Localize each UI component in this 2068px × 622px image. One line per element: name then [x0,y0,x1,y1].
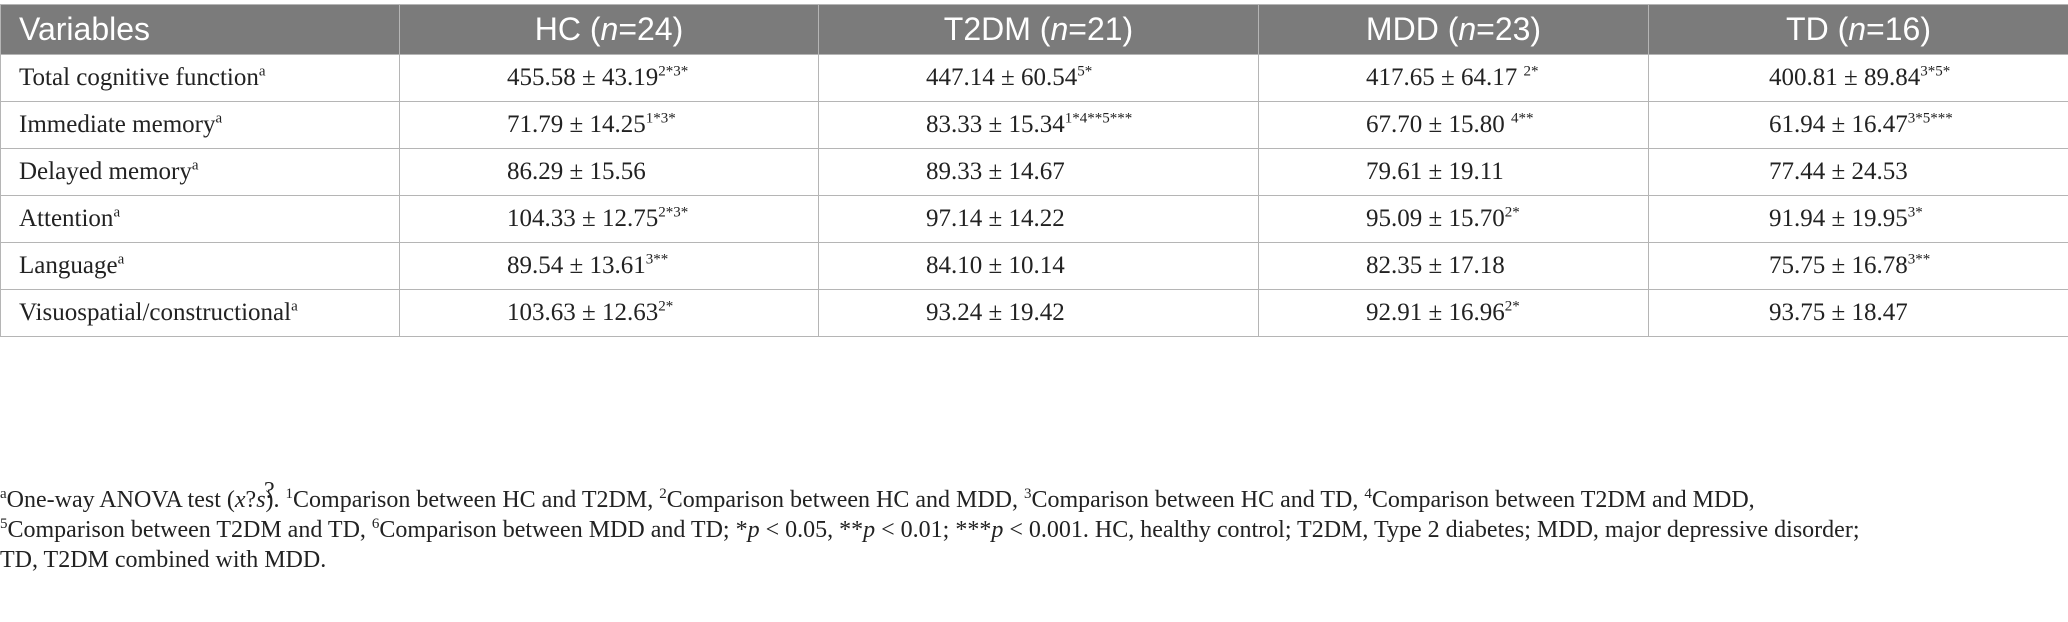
header-mdd: MDD (n=23) [1258,4,1649,55]
table-cell: 83.33 ± 15.341*4**5*** [818,101,1259,149]
header-td: TD (n=16) [1648,4,2068,55]
header-variables: Variables [0,4,400,55]
footnote-line-3: TD, T2DM combined with MDD. [0,547,327,573]
table-cell: 77.44 ± 24.53 [1648,148,2068,196]
table-cell: 417.65 ± 64.17 2* [1258,54,1649,102]
table-cell: 97.14 ± 14.22 [818,195,1259,243]
header-hc: HC (n=24) [399,4,819,55]
table-cell: 93.24 ± 19.42 [818,289,1259,337]
table-cell: 71.79 ± 14.251*3* [399,101,819,149]
table-cell: 61.94 ± 16.473*5*** [1648,101,2068,149]
row-label: Visuospatial/constructionala [0,289,400,337]
table-cell: 89.33 ± 14.67 [818,148,1259,196]
table-cell: 103.63 ± 12.632* [399,289,819,337]
table-cell: 92.91 ± 16.962* [1258,289,1649,337]
table-cell: 93.75 ± 18.47 [1648,289,2068,337]
table-row: Delayed memorya 86.29 ± 15.56 89.33 ± 14.6… [0,148,2068,196]
row-label: Languagea [0,242,400,290]
row-label: Delayed memorya [0,148,400,196]
table-cell: 400.81 ± 89.843*5* [1648,54,2068,102]
table-cell: 79.61 ± 19.11 [1258,148,1649,196]
row-label: Attentiona [0,195,400,243]
header-t2dm: T2DM (n=21) [818,4,1259,55]
row-label: Immediate memorya [0,101,400,149]
table-row: Immediate memorya 71.79 ± 14.251*3* 83.33 … [0,101,2068,149]
header-row: Variables HC (n=24) T2DM (n=21) MDD (n=2… [0,4,2068,55]
table-cell: 82.35 ± 17.18 [1258,242,1649,290]
table-cell: 447.14 ± 60.545* [818,54,1259,102]
footnote-question-mark: ? [264,478,275,504]
footnote-line-2: 5Comparison between T2DM and TD, 6Compar… [0,516,1860,544]
table-cell: 104.33 ± 12.752*3* [399,195,819,243]
footnote: aOne-way ANOVA test (x?s). 1Comparison b… [0,485,2068,575]
table-cell: 86.29 ± 15.56 [399,148,819,196]
table-cell: 75.75 ± 16.783** [1648,242,2068,290]
table-row: Visuospatial/constructionala 103.63 ± 12.… [0,289,2068,337]
table-cell: 455.58 ± 43.192*3* [399,54,819,102]
table-cell: 84.10 ± 10.14 [818,242,1259,290]
table-row: Languagea 89.54 ± 13.613** 84.10 ± 10.14 82… [0,242,2068,290]
table-row: Attentiona 104.33 ± 12.752*3* 97.14 ± 14.2… [0,195,2068,243]
table-cell: 67.70 ± 15.80 4** [1258,101,1649,149]
footnote-line-1: aOne-way ANOVA test (x?s). 1Comparison b… [0,486,1755,514]
results-table: Variables HC (n=24) T2DM (n=21) MDD (n=2… [0,4,2068,337]
table-cell: 91.94 ± 19.953* [1648,195,2068,243]
row-label: Total cognitive functiona [0,54,400,102]
table-cell: 95.09 ± 15.702* [1258,195,1649,243]
table-row: Total cognitive functiona 455.58 ± 43.192… [0,54,2068,102]
table-cell: 89.54 ± 13.613** [399,242,819,290]
